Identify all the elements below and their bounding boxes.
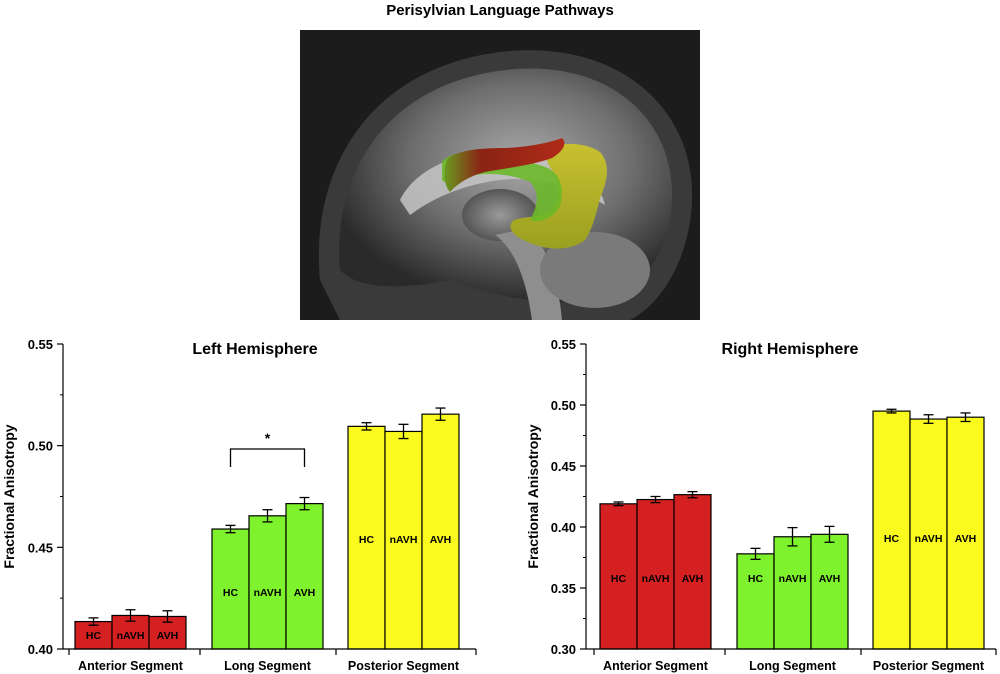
y-axis-label: Fractional Anisotropy — [1, 424, 17, 568]
y-tick-label: 0.35 — [551, 581, 576, 596]
cerebellum — [540, 232, 650, 308]
bar — [211, 528, 250, 650]
y-tick-label: 0.55 — [28, 337, 53, 352]
bar-label: HC — [359, 534, 375, 546]
bar — [347, 425, 386, 650]
bar-label: AVH — [294, 587, 315, 599]
y-tick-label: 0.30 — [551, 642, 576, 657]
bar — [736, 553, 775, 650]
bar — [872, 410, 911, 650]
x-category-label: Anterior Segment — [603, 659, 709, 673]
anterior-tract-red — [444, 138, 565, 192]
bar-label: AVH — [955, 533, 976, 545]
x-category-label: Long Segment — [224, 659, 312, 673]
y-tick-label: 0.45 — [28, 540, 53, 555]
right-hemisphere-chart: Right Hemisphere Fractional Anisotropy HC n… — [525, 337, 997, 673]
x-category-label: Anterior Segment — [78, 659, 184, 673]
y-tick-label: 0.40 — [28, 642, 53, 657]
brainstem — [495, 228, 562, 320]
bar — [946, 416, 985, 650]
bar-label: nAVH — [117, 630, 145, 642]
x-category-label: Posterior Segment — [348, 659, 460, 673]
y-tick-label: 0.50 — [28, 439, 53, 454]
y-tick-label: 0.45 — [551, 459, 576, 474]
bar-label: nAVH — [779, 573, 807, 585]
bar — [773, 536, 812, 650]
x-category-label: Posterior Segment — [873, 659, 985, 673]
bar — [384, 430, 423, 650]
significance-star: * — [265, 430, 271, 446]
y-axis-label: Fractional Anisotropy — [525, 424, 541, 568]
bar-label: nAVH — [915, 533, 943, 545]
significance-bracket — [229, 448, 306, 467]
bar-label: HC — [884, 533, 900, 545]
bar-label: nAVH — [642, 573, 670, 585]
bar-label: HC — [223, 587, 239, 599]
chart-title: Right Hemisphere — [722, 341, 859, 358]
bar — [810, 533, 849, 650]
y-tick-label: 0.40 — [551, 520, 576, 535]
bar-label: AVH — [682, 573, 703, 585]
bar — [285, 503, 324, 650]
bar — [673, 494, 712, 650]
bar-label: nAVH — [390, 534, 418, 546]
x-category-label: Long Segment — [749, 659, 837, 673]
bar-label: AVH — [819, 573, 840, 585]
bar — [248, 515, 287, 650]
y-tick-label: 0.50 — [551, 398, 576, 413]
bar-label: HC — [748, 573, 764, 585]
figure-title: Perisylvian Language Pathways — [386, 2, 614, 19]
chart-title: Left Hemisphere — [192, 341, 317, 358]
bar-label: AVH — [430, 534, 451, 546]
left-hemisphere-chart: Left Hemisphere Fractional Anisotropy HC nA… — [1, 337, 477, 673]
bar — [421, 413, 460, 650]
bar-label: nAVH — [254, 587, 282, 599]
y-tick-label: 0.55 — [551, 337, 576, 352]
brain-mri-image — [300, 30, 700, 320]
bar-label: HC — [86, 630, 102, 642]
bar-label: HC — [611, 573, 627, 585]
bar-label: AVH — [157, 630, 178, 642]
